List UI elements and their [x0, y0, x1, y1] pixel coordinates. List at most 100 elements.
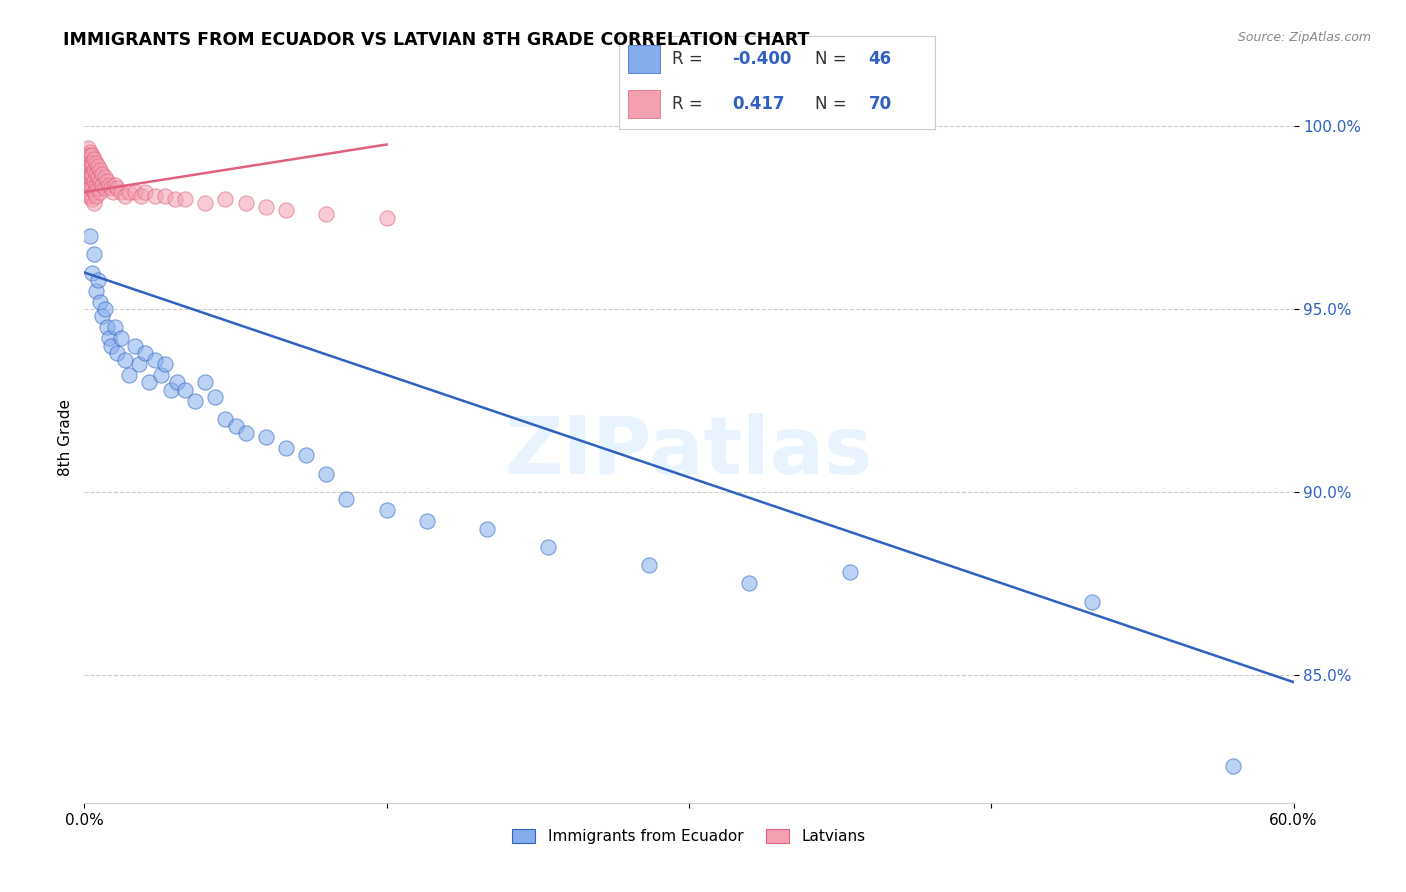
- Point: [235, 426, 257, 441]
- Point: [1081, 594, 1104, 608]
- Point: [118, 185, 141, 199]
- Point: [79, 167, 101, 181]
- Point: [96, 320, 118, 334]
- Point: [100, 339, 122, 353]
- Point: [214, 193, 236, 207]
- Point: [75, 163, 97, 178]
- Point: [83, 163, 105, 178]
- Point: [375, 503, 398, 517]
- Bar: [628, 45, 659, 73]
- Point: [143, 353, 166, 368]
- Point: [97, 331, 120, 345]
- Point: [160, 383, 183, 397]
- Point: [537, 540, 560, 554]
- Point: [110, 185, 132, 199]
- Point: [87, 170, 110, 185]
- Point: [184, 393, 207, 408]
- Y-axis label: 8th Grade: 8th Grade: [58, 399, 73, 475]
- Point: [143, 188, 166, 202]
- Point: [166, 375, 188, 389]
- Point: [83, 152, 105, 166]
- Legend: Immigrants from Ecuador, Latvians: Immigrants from Ecuador, Latvians: [506, 822, 872, 850]
- Text: 0.417: 0.417: [733, 95, 785, 113]
- Point: [79, 148, 101, 162]
- Point: [114, 353, 136, 368]
- Point: [79, 155, 101, 169]
- Point: [83, 196, 105, 211]
- Point: [93, 301, 115, 317]
- Point: [118, 368, 141, 382]
- Point: [274, 441, 297, 455]
- Point: [82, 170, 104, 185]
- Point: [77, 188, 100, 202]
- Point: [134, 185, 156, 199]
- Point: [274, 203, 297, 218]
- Point: [134, 346, 156, 360]
- Point: [82, 148, 104, 162]
- Point: [79, 145, 101, 159]
- Point: [124, 185, 146, 199]
- Point: [89, 174, 111, 188]
- Point: [214, 411, 236, 425]
- Text: N =: N =: [815, 95, 846, 113]
- Point: [375, 211, 398, 225]
- Point: [89, 163, 111, 178]
- Point: [235, 196, 257, 211]
- Point: [87, 273, 110, 287]
- Point: [77, 178, 100, 192]
- Point: [79, 228, 101, 243]
- Text: R =: R =: [672, 50, 703, 68]
- Text: -0.400: -0.400: [733, 50, 792, 68]
- Point: [129, 188, 152, 202]
- Point: [82, 167, 104, 181]
- Point: [77, 141, 100, 155]
- Point: [165, 193, 187, 207]
- Point: [839, 566, 862, 580]
- Point: [79, 160, 101, 174]
- Point: [86, 178, 108, 192]
- Point: [637, 558, 659, 573]
- Point: [89, 294, 111, 309]
- Point: [149, 368, 172, 382]
- Point: [79, 178, 101, 192]
- Point: [194, 196, 217, 211]
- Point: [93, 170, 115, 185]
- Point: [87, 160, 110, 174]
- Point: [174, 383, 197, 397]
- Point: [93, 181, 115, 195]
- Text: Source: ZipAtlas.com: Source: ZipAtlas.com: [1237, 31, 1371, 45]
- Text: IMMIGRANTS FROM ECUADOR VS LATVIAN 8TH GRADE CORRELATION CHART: IMMIGRANTS FROM ECUADOR VS LATVIAN 8TH G…: [63, 31, 810, 49]
- Point: [82, 193, 104, 207]
- Point: [194, 375, 217, 389]
- Point: [79, 188, 101, 202]
- Point: [100, 181, 122, 195]
- Text: N =: N =: [815, 50, 846, 68]
- Text: 46: 46: [869, 50, 891, 68]
- Point: [138, 375, 160, 389]
- Point: [105, 346, 128, 360]
- Point: [79, 170, 101, 185]
- Point: [91, 178, 114, 192]
- Bar: [628, 90, 659, 118]
- Point: [83, 185, 105, 199]
- Point: [91, 310, 114, 324]
- Point: [315, 467, 337, 481]
- Point: [110, 331, 132, 345]
- Point: [128, 357, 150, 371]
- Point: [77, 185, 100, 199]
- Point: [204, 390, 226, 404]
- Point: [75, 148, 97, 162]
- Text: R =: R =: [672, 95, 703, 113]
- Point: [75, 174, 97, 188]
- Point: [82, 265, 104, 279]
- Point: [89, 185, 111, 199]
- Point: [738, 576, 761, 591]
- Text: 70: 70: [869, 95, 891, 113]
- Point: [105, 181, 128, 195]
- Point: [416, 514, 439, 528]
- Point: [97, 178, 120, 192]
- Point: [335, 492, 357, 507]
- Point: [153, 357, 176, 371]
- Point: [254, 200, 277, 214]
- Point: [77, 174, 100, 188]
